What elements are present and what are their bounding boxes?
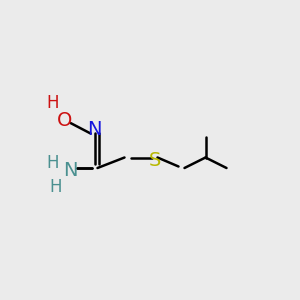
Text: N: N (87, 119, 102, 139)
Text: H: H (46, 154, 59, 172)
Text: N: N (63, 161, 78, 181)
Text: S: S (148, 151, 161, 170)
Text: O: O (57, 110, 72, 130)
Text: H: H (46, 94, 59, 112)
Text: H: H (49, 178, 62, 196)
